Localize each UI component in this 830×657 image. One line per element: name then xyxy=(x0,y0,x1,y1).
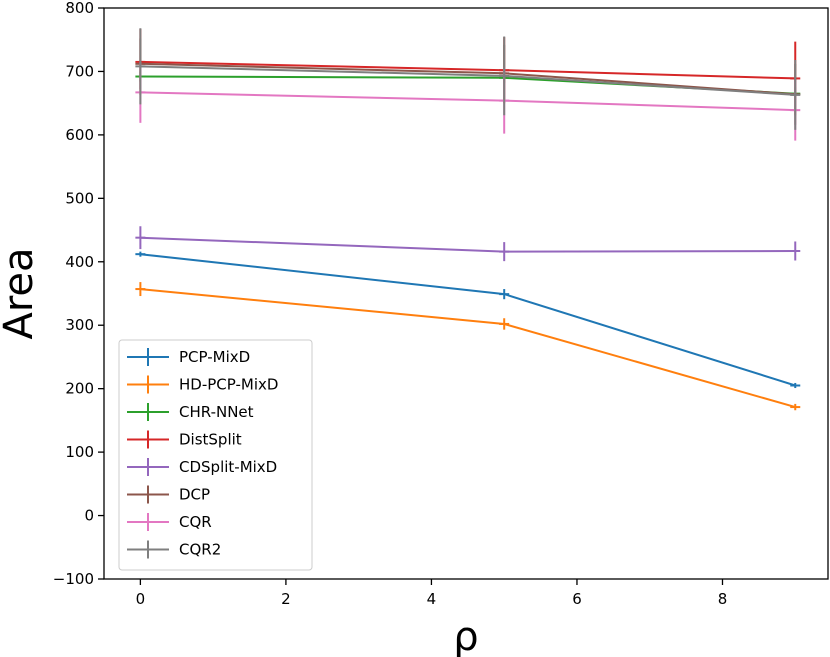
y-tick-label: 600 xyxy=(65,126,94,144)
legend-entry-hd-pcp-mixd: HD-PCP-MixD xyxy=(127,375,278,394)
y-tick-label: −100 xyxy=(53,570,94,588)
series-pcp-mixd xyxy=(135,251,801,389)
legend: PCP-MixD HD-PCP-MixD CHR-NNet DistSplit CDSp… xyxy=(118,339,313,571)
series-cqr xyxy=(135,61,801,141)
series-cdsplit-mixd xyxy=(135,226,801,262)
legend-label: DCP xyxy=(179,486,210,504)
legend-label: CDSplit-MixD xyxy=(179,458,277,476)
x-tick-label: 6 xyxy=(572,590,582,608)
x-tick-label: 0 xyxy=(136,590,146,608)
series-line xyxy=(140,91,796,112)
plot-frame xyxy=(103,7,829,580)
legend-label: CQR2 xyxy=(179,541,221,559)
y-tick-label: 100 xyxy=(65,443,94,461)
legend-label: CQR xyxy=(179,513,212,531)
series-hd-pcp-mixd xyxy=(135,282,801,411)
y-tick-label: 700 xyxy=(65,62,94,80)
series-line xyxy=(140,236,796,253)
y-axis-title: Area xyxy=(0,247,42,339)
x-tick-label: 4 xyxy=(427,590,437,608)
legend-label: CHR-NNet xyxy=(179,403,254,421)
y-tick-label: 200 xyxy=(65,380,94,398)
y-tick-label: 800 xyxy=(65,0,94,17)
legend-entry-chr-nnet: CHR-NNet xyxy=(127,403,254,421)
series-line xyxy=(140,65,796,96)
legend-entry-cdsplit-mixd: CDSplit-MixD xyxy=(127,458,277,476)
series-cqr2 xyxy=(135,28,801,130)
y-tick-label: 500 xyxy=(65,189,94,207)
legend-label: HD-PCP-MixD xyxy=(179,376,278,394)
legend-entry-pcp-mixd: PCP-MixD xyxy=(127,348,250,366)
y-tick-label: 0 xyxy=(84,507,94,525)
legend-entry-cqr2: CQR2 xyxy=(127,540,221,559)
series-line xyxy=(140,75,796,95)
legend-label: PCP-MixD xyxy=(179,348,250,366)
legend-entry-dcp: DCP xyxy=(127,485,210,504)
x-tick-label: 2 xyxy=(281,590,291,608)
legend-label: DistSplit xyxy=(179,431,242,449)
legend-box xyxy=(118,339,313,571)
y-tick-label: 300 xyxy=(65,316,94,334)
x-tick-label: 8 xyxy=(718,590,728,608)
legend-entry-cqr: CQR xyxy=(127,513,212,531)
series-dcp xyxy=(135,38,801,125)
series-layer xyxy=(135,28,801,411)
legend-entry-distsplit: DistSplit xyxy=(127,430,242,449)
x-axis-title: ρ xyxy=(453,614,478,657)
y-tick-label: 400 xyxy=(65,253,94,271)
axes-layer: 0 2 4 6 8 −100 0 100 200 300 400 500 600 700 800 xyxy=(53,0,829,608)
